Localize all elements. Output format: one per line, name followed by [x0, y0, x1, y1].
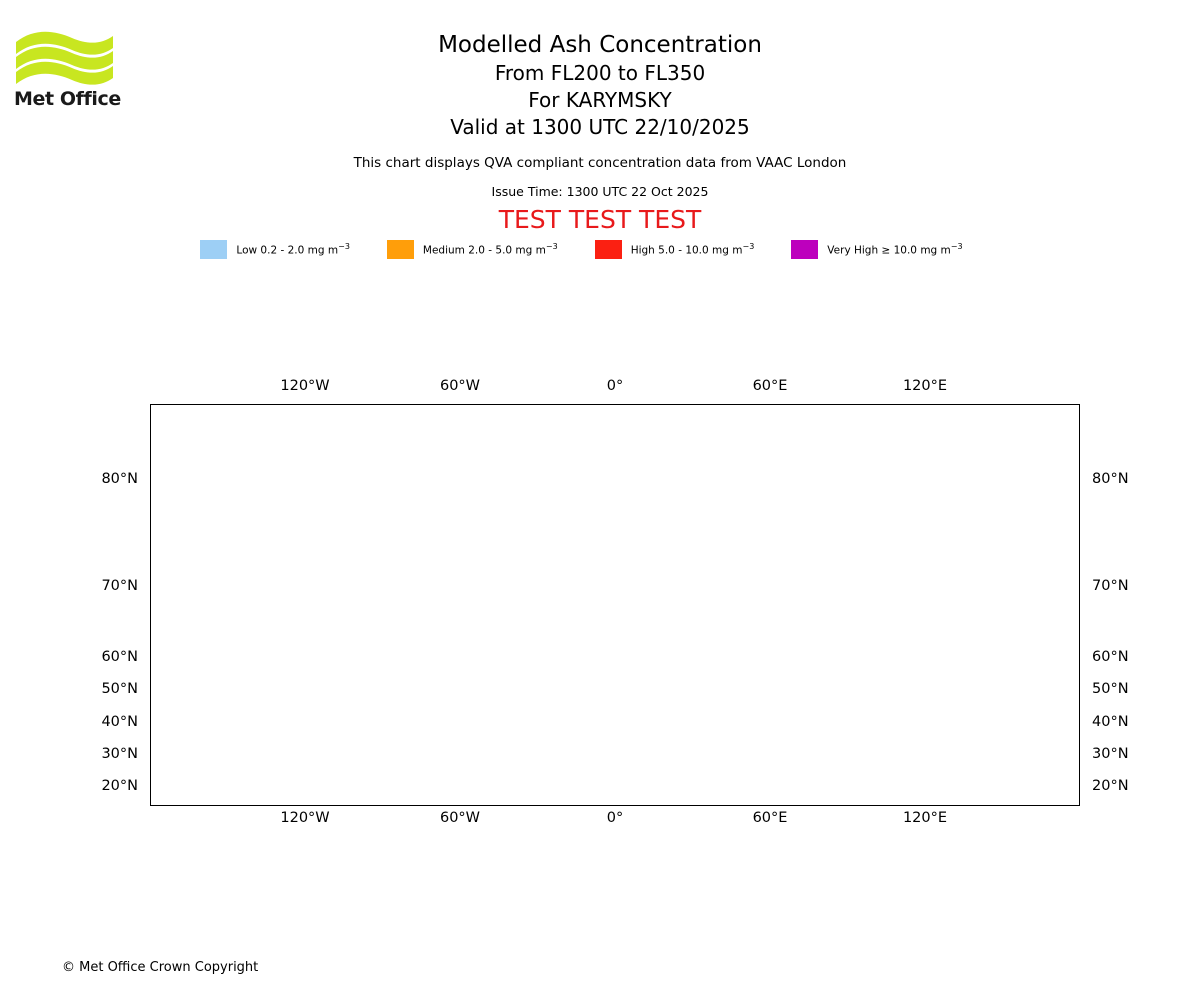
- issue-time: Issue Time: 1300 UTC 22 Oct 2025: [491, 184, 709, 199]
- volcano-line: For KARYMSKY: [528, 88, 672, 112]
- copyright-notice: © Met Office Crown Copyright: [62, 960, 259, 975]
- met-office-wordmark: Met Office: [14, 88, 121, 110]
- test-banner: TEST TEST TEST: [498, 205, 702, 234]
- legend-swatch-very-high: [791, 240, 819, 259]
- lon-tick-bottom-120w: 120°W: [280, 810, 330, 826]
- lat-tick-right-80n: 80°N: [1092, 471, 1129, 487]
- met-office-logo: Met Office: [14, 24, 124, 114]
- legend-label-high: High 5.0 - 10.0 mg m−3: [630, 242, 755, 257]
- legend-label-very-high: Very High ≥ 10.0 mg m−3: [827, 242, 963, 257]
- lon-tick-top-120e: 120°E: [902, 378, 948, 394]
- lat-tick-left-20n: 20°N: [101, 778, 138, 794]
- met-office-waves-icon: [16, 31, 113, 85]
- legend-swatch-low: [200, 240, 228, 259]
- lat-tick-left-60n: 60°N: [101, 649, 138, 665]
- lat-tick-right-20n: 20°N: [1092, 778, 1129, 794]
- lat-tick-right-50n: 50°N: [1092, 681, 1129, 697]
- map-frame: [150, 404, 1080, 806]
- lat-tick-left-40n: 40°N: [101, 714, 138, 730]
- lat-tick-left-50n: 50°N: [101, 681, 138, 697]
- legend-label-low: Low 0.2 - 2.0 mg m−3: [236, 242, 350, 257]
- lat-tick-right-40n: 40°N: [1092, 714, 1129, 730]
- lon-tick-bottom-60w: 60°W: [439, 810, 481, 826]
- lon-tick-bottom-120e: 120°E: [902, 810, 948, 826]
- legend-label-medium: Medium 2.0 - 5.0 mg m−3: [422, 242, 558, 257]
- legend-swatch-medium: [386, 240, 414, 259]
- lon-tick-bottom-60e: 60°E: [752, 810, 788, 826]
- ash-concentration-map[interactable]: 120°W 60°W 0° 60°E 120°E 120°W 60°W 0° 6…: [101, 378, 1128, 826]
- lon-tick-top-0: 0°: [606, 378, 624, 394]
- chart-heading: Modelled Ash Concentration From FL200 to…: [0, 0, 1200, 235]
- valid-time-line: Valid at 1300 UTC 22/10/2025: [450, 115, 750, 139]
- lat-tick-right-30n: 30°N: [1092, 746, 1129, 762]
- page-title: Modelled Ash Concentration: [438, 32, 762, 58]
- lon-tick-bottom-0: 0°: [606, 810, 624, 826]
- lon-tick-top-60e: 60°E: [752, 378, 788, 394]
- chart-subtitle: This chart displays QVA compliant concen…: [353, 155, 847, 171]
- legend-item-very-high: Very High ≥ 10.0 mg m−3: [791, 240, 999, 259]
- lat-tick-right-70n: 70°N: [1092, 578, 1129, 594]
- legend-item-medium: Medium 2.0 - 5.0 mg m−3: [386, 240, 595, 259]
- flight-level-line: From FL200 to FL350: [494, 61, 706, 85]
- lat-tick-left-80n: 80°N: [101, 471, 138, 487]
- legend-item-low: Low 0.2 - 2.0 mg m−3: [200, 240, 386, 259]
- legend-swatch-high: [594, 240, 622, 259]
- lat-tick-right-60n: 60°N: [1092, 649, 1129, 665]
- lon-tick-top-60w: 60°W: [439, 378, 481, 394]
- lon-tick-top-120w: 120°W: [280, 378, 330, 394]
- concentration-legend: Low 0.2 - 2.0 mg m−3 Medium 2.0 - 5.0 mg…: [0, 240, 1200, 259]
- lat-tick-left-30n: 30°N: [101, 746, 138, 762]
- lat-tick-left-70n: 70°N: [101, 578, 138, 594]
- legend-item-high: High 5.0 - 10.0 mg m−3: [594, 240, 792, 259]
